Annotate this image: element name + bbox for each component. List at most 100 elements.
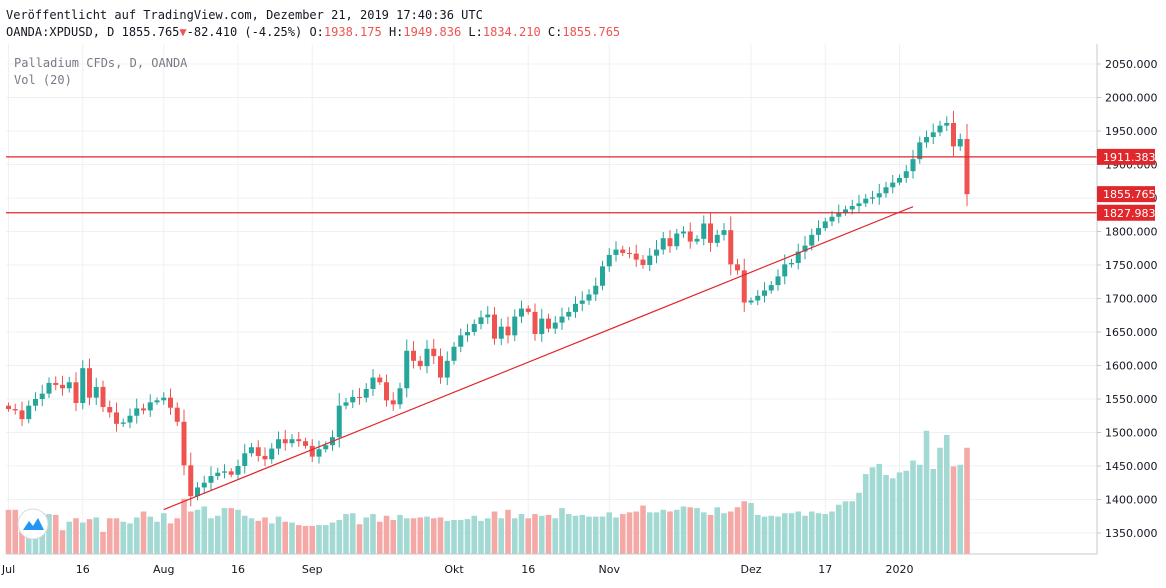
volume-bar [478,520,484,554]
candle [46,382,52,394]
volume-bar [869,467,876,554]
volume-bar [235,509,241,554]
price-tag-label: 1827.983 [1103,207,1156,220]
candle [195,487,200,497]
candle [114,412,119,424]
candle [741,270,747,303]
candle [600,266,605,286]
volume-bar [808,511,815,554]
candle [424,348,430,367]
series-legend[interactable]: Palladium CFDs, D, OANDA [14,56,188,70]
volume-bar [916,464,923,554]
volume-bar [741,501,748,554]
candle [532,311,538,335]
price-tag [1097,186,1155,203]
volume-bar [140,511,147,554]
candle [168,397,173,408]
candle [728,230,734,265]
candle [66,382,72,389]
candle [552,322,558,329]
volume-bar [964,447,970,554]
candle [620,249,626,253]
candle [903,171,909,178]
volume-bar [484,518,491,554]
candle [930,132,936,138]
candle [80,368,86,404]
tradingview-logo-icon[interactable] [17,508,49,540]
candle [748,300,754,303]
candle [795,251,801,263]
volume-bar [228,508,235,554]
volume-bar [727,511,734,554]
volume-bar [106,518,113,554]
volume-bar [511,518,518,554]
volume-bar [127,523,133,554]
candle [870,197,875,199]
volume-bar [120,521,127,554]
volume-bar [471,515,478,554]
volume-legend[interactable]: Vol (20) [14,73,72,87]
candle [836,212,842,217]
candle [87,368,92,398]
volume-bar [397,514,403,554]
candle [19,410,25,420]
volume-bar [93,517,100,554]
volume-bar [255,520,262,554]
y-tick-label: 2000.000 [1105,92,1158,105]
candle [309,445,315,457]
volume-bar [754,514,761,554]
candle [451,346,457,361]
candle [228,471,234,475]
price-tag-label: 1911.383 [1103,151,1156,164]
candle [417,360,423,367]
candle [910,159,916,172]
candle [222,471,227,473]
y-tick-label: 1800.000 [1105,226,1158,239]
candle [654,249,659,256]
candle [276,439,281,449]
volume-bar [660,509,667,554]
volume-bar [646,512,653,554]
close-label: C: [547,25,563,39]
price-tag-label: 1855.765 [1103,188,1156,201]
candle [350,396,356,403]
volume-bar [903,470,910,554]
candle [215,472,221,477]
volume-bar [943,435,950,554]
candle [485,314,491,318]
y-tick-label: 1400.000 [1105,494,1158,507]
x-tick-label: 16 [76,563,90,576]
candle [512,316,518,336]
candle [471,323,477,332]
candle [957,139,963,147]
volume-bar [221,508,228,554]
volume-bar [464,519,471,554]
candle [768,285,774,291]
volume-bar [417,517,424,554]
volume-bar [815,513,822,554]
candle [397,388,403,405]
y-tick-label: 1450.000 [1105,460,1158,473]
candle [411,350,416,361]
x-tick-label: Aug [153,563,174,576]
candle [370,377,376,389]
candle [269,448,275,460]
candle [458,335,464,347]
volume-bar [862,474,869,554]
volume-bar [59,530,66,554]
candle [674,233,680,247]
candle [944,122,950,126]
volume-bar [734,507,741,554]
volume-bar [113,518,120,554]
volume-bar [538,515,545,554]
volume-bar [133,517,140,554]
y-tick-label: 1700.000 [1105,293,1158,306]
candle [323,445,329,450]
candle [6,405,11,410]
volume-bar [707,514,714,554]
candle [316,449,322,457]
volume-bar [160,513,167,554]
candle [822,221,828,229]
volume-bar [167,523,174,554]
